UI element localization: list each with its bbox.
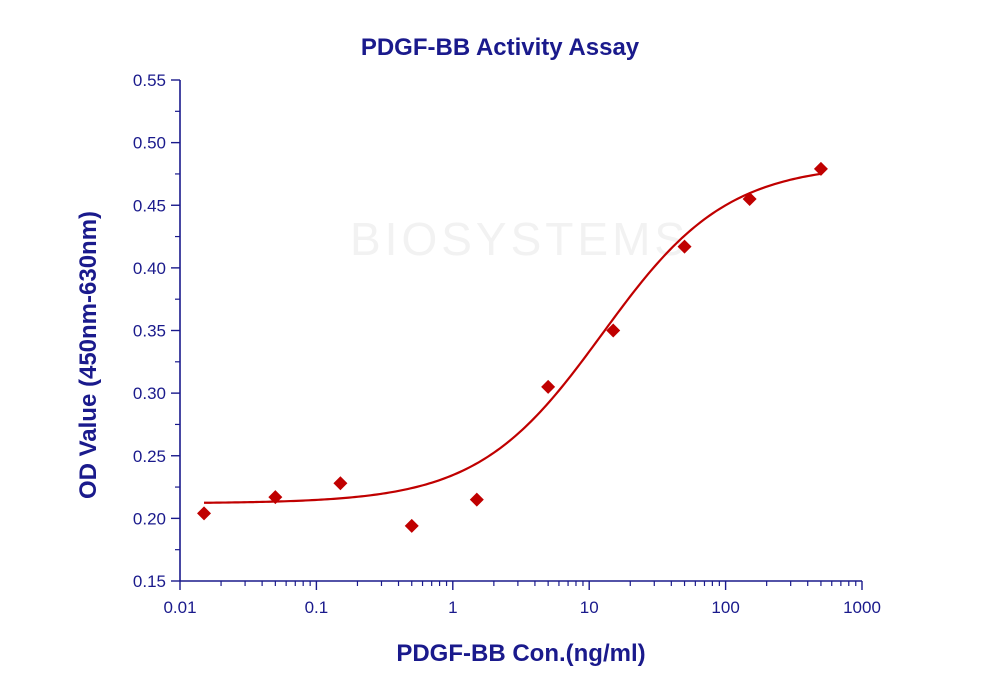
- watermark-text: BIOSYSTEMS: [350, 213, 690, 265]
- fit-curve: [204, 172, 822, 504]
- y-tick-label: 0.45: [133, 196, 166, 215]
- data-point: [268, 490, 283, 505]
- x-tick-label: 1000: [843, 598, 881, 617]
- data-point: [677, 239, 692, 254]
- x-tick-label: 0.01: [163, 598, 196, 617]
- y-tick-label: 0.20: [133, 509, 166, 528]
- data-point: [813, 161, 828, 176]
- data-point: [197, 506, 212, 521]
- data-point: [404, 518, 419, 533]
- y-tick-label: 0.50: [133, 134, 166, 153]
- x-tick-label: 1: [448, 598, 457, 617]
- y-axis-label: OD Value (450nm-630nm): [75, 210, 102, 500]
- x-tick-label: 100: [711, 598, 739, 617]
- y-tick-label: 0.35: [133, 322, 166, 341]
- chart-title: PDGF-BB Activity Assay: [360, 34, 640, 61]
- y-tick-label: 0.40: [133, 259, 166, 278]
- x-axis-label: PDGF-BB Con.(ng/ml): [396, 640, 646, 667]
- y-tick-label: 0.55: [133, 71, 166, 90]
- y-tick-label: 0.25: [133, 447, 166, 466]
- data-point: [742, 191, 757, 206]
- x-tick-label: 0.1: [305, 598, 329, 617]
- data-point: [333, 476, 348, 491]
- data-point: [541, 379, 556, 394]
- x-tick-label: 10: [580, 598, 599, 617]
- y-tick-label: 0.15: [133, 572, 166, 591]
- y-tick-label: 0.30: [133, 384, 166, 403]
- data-point: [469, 492, 484, 507]
- data-point: [606, 323, 621, 338]
